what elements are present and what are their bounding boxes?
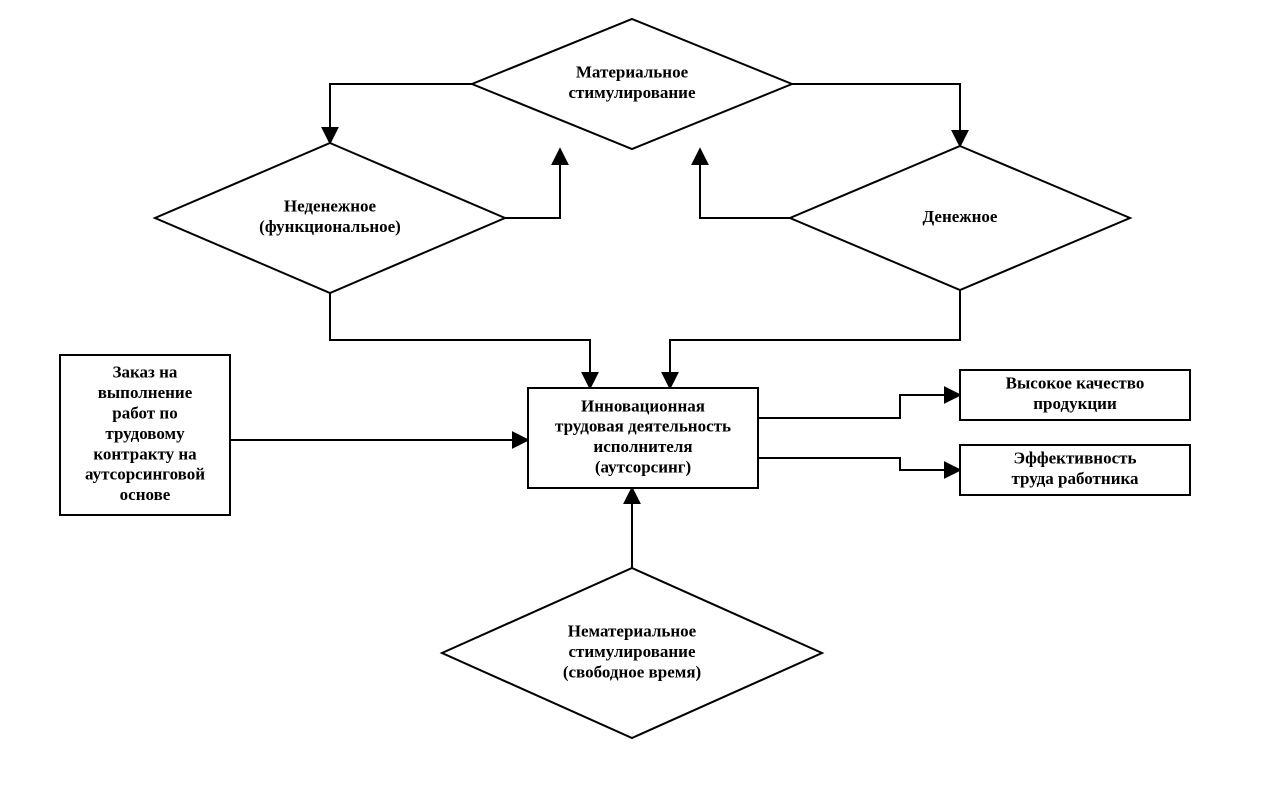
edge-e-nonmon-ctr — [330, 293, 590, 388]
node-material: Материальноестимулирование — [472, 19, 792, 149]
node-nonmonetary-label-line-0: Неденежное — [284, 197, 377, 216]
edge-e-mon-mat — [700, 149, 790, 218]
node-center-label-line-3: (аутсорсинг) — [595, 458, 691, 477]
node-efficiency-label-line-0: Эффективность — [1014, 449, 1137, 468]
node-nonmaterial-label-line-2: (свободное время) — [563, 662, 701, 681]
node-order-label-line-1: выполнение — [98, 383, 193, 402]
node-order-label-line-4: контракту на — [93, 444, 197, 463]
node-order: Заказ навыполнение работ потрудовомуконтр… — [60, 355, 230, 515]
node-material-label-line-1: стимулирование — [568, 83, 695, 102]
node-center-label-line-0: Инновационная — [581, 396, 705, 415]
flowchart-canvas: МатериальноестимулированиеНеденежное(фун… — [0, 0, 1264, 789]
node-nonmonetary: Неденежное(функциональное) — [155, 143, 505, 293]
edge-e-mat-mon — [792, 84, 960, 146]
node-nonmaterial-label-line-0: Нематериальное — [568, 622, 697, 641]
edge-e-mat-nonmon — [330, 84, 472, 143]
node-order-label-line-5: аутсорсинговой — [85, 465, 205, 484]
node-order-label-line-2: работ по — [112, 404, 177, 423]
node-quality-label-line-0: Высокое качество — [1006, 374, 1145, 393]
node-nonmaterial: Нематериальноестимулирование(свободное в… — [442, 568, 822, 738]
node-nonmonetary-label-line-1: (функциональное) — [259, 217, 401, 236]
node-order-label-line-6: основе — [120, 485, 171, 504]
node-efficiency: Эффективностьтруда работника — [960, 445, 1190, 495]
nodes-layer: МатериальноестимулированиеНеденежное(фун… — [60, 19, 1190, 738]
node-center: Инновационная трудовая деятельностьисполн… — [528, 388, 758, 488]
node-order-label-line-3: трудовому — [105, 424, 185, 443]
node-efficiency-label-line-1: труда работника — [1011, 469, 1139, 488]
node-quality: Высокое качествопродукции — [960, 370, 1190, 420]
node-nonmaterial-label-line-1: стимулирование — [568, 642, 695, 661]
node-quality-label-line-1: продукции — [1033, 394, 1117, 413]
edge-e-nonmon-mat — [505, 149, 560, 218]
node-center-label-line-1: трудовая деятельность — [555, 417, 731, 436]
edge-e-ctr-qual — [758, 395, 960, 418]
node-monetary-label-line-0: Денежное — [923, 207, 998, 226]
edge-e-mon-ctr — [670, 290, 960, 388]
node-order-label-line-0: Заказ на — [113, 363, 178, 382]
node-center-label-line-2: исполнителя — [593, 437, 692, 456]
edge-e-ctr-eff — [758, 458, 960, 470]
node-monetary: Денежное — [790, 146, 1130, 290]
node-material-label-line-0: Материальное — [576, 63, 689, 82]
